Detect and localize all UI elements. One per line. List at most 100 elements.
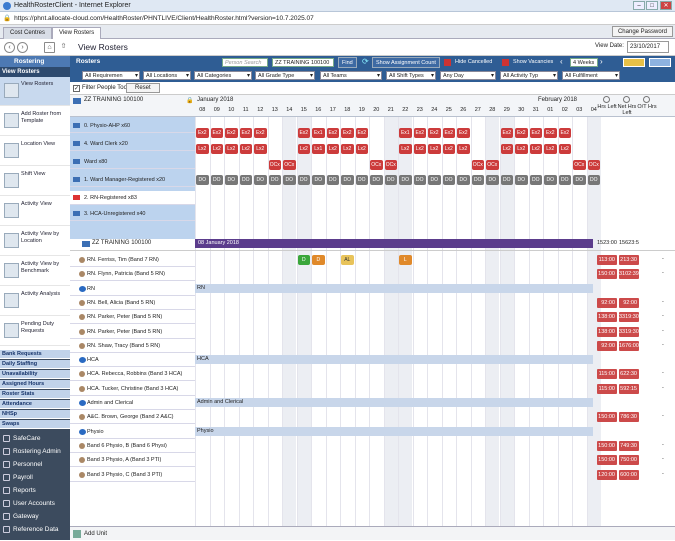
tab-view-rosters[interactable]: View Rosters — [52, 27, 102, 39]
filter-dropdown[interactable]: All Locations — [143, 71, 191, 80]
shift-block[interactable]: DO — [268, 175, 281, 185]
view-date-input[interactable]: 23/10/2017 — [627, 41, 669, 53]
requirement-row[interactable]: 4. Ward Clerk x20 — [70, 137, 195, 151]
shift-block[interactable]: DO — [283, 175, 296, 185]
shift-block[interactable]: Ex2 — [254, 128, 267, 138]
sidebar-link[interactable]: Swaps — [0, 420, 70, 429]
filter-dropdown[interactable]: All Teams — [320, 71, 382, 80]
filter-dropdown[interactable]: All Requiremen — [82, 71, 140, 80]
requirement-row[interactable]: 0. Physio-AHP x60 — [70, 119, 195, 133]
sidebar-header[interactable]: Rostering — [0, 56, 70, 67]
show-vacancies-button[interactable]: Show Vacancies — [513, 59, 554, 65]
shift-block[interactable]: DO — [370, 175, 383, 185]
person-row[interactable]: RN. Bell, Alicia (Band 5 RN) — [70, 296, 195, 310]
maximize-button[interactable]: □ — [646, 1, 658, 10]
shift-block[interactable]: DO — [587, 175, 600, 185]
shift-block[interactable]: Ex2 — [297, 128, 310, 138]
shift-block[interactable]: DO — [515, 175, 528, 185]
shift-block[interactable]: DO — [457, 175, 470, 185]
shift-block[interactable]: Ex2 — [558, 128, 571, 138]
sidebar-item[interactable]: View Rosters — [0, 77, 70, 106]
sidebar-link[interactable]: Unavailability — [0, 370, 70, 379]
shift-block[interactable]: Lx2 — [515, 144, 528, 154]
sidebar-link[interactable]: NHSp — [0, 410, 70, 419]
shift-block[interactable]: DO — [573, 175, 586, 185]
shift-block[interactable]: Lx2 — [210, 144, 223, 154]
add-unit-button[interactable]: Add Unit — [84, 531, 108, 537]
shift-block[interactable]: Ex2 — [457, 128, 470, 138]
shift-block[interactable]: DO — [355, 175, 368, 185]
sidebar-module[interactable]: User Accounts — [0, 497, 70, 510]
shift-block[interactable]: Ex2 — [210, 128, 223, 138]
shift-block[interactable]: Lx2 — [529, 144, 542, 154]
shift-block[interactable]: OCx — [370, 160, 383, 170]
person-row[interactable]: RN. Flynn, Patricia (Band 5 RN) — [70, 267, 195, 282]
grid-options-icon[interactable] — [649, 58, 671, 67]
shift-block[interactable]: Ex2 — [442, 128, 455, 138]
shift-block[interactable]: Ex2 — [341, 128, 354, 138]
shift-block[interactable]: Lx2 — [326, 144, 339, 154]
person-search-input[interactable]: Person Search — [222, 58, 268, 67]
shift-block[interactable]: AL — [341, 255, 354, 265]
shift-block[interactable]: DO — [196, 175, 209, 185]
shift-block[interactable]: OCx — [486, 160, 499, 170]
find-button[interactable]: Find — [338, 57, 357, 68]
sidebar-module[interactable]: Personnel — [0, 458, 70, 471]
requirement-row[interactable]: 3. HCA-Unregistered x40 — [70, 207, 195, 221]
shift-block[interactable]: Ex2 — [515, 128, 528, 138]
shift-block[interactable]: OCx — [587, 160, 600, 170]
person-row[interactable]: Band 3 Physio, C (Band 3 PTI) — [70, 468, 195, 482]
close-button[interactable]: ✕ — [660, 1, 672, 10]
period-select[interactable]: 4 Weeks — [570, 58, 598, 67]
sidebar-link[interactable]: Roster Stats — [0, 390, 70, 399]
sidebar-item[interactable]: Activity View by Location — [0, 227, 70, 256]
shift-block[interactable]: Ex2 — [544, 128, 557, 138]
person-row[interactable]: RN. Parker, Peter (Band 5 RN) — [70, 310, 195, 325]
shift-block[interactable]: DO — [413, 175, 426, 185]
sidebar-module[interactable]: Gateway — [0, 510, 70, 523]
filter-dropdown[interactable]: All Grade Type — [255, 71, 315, 80]
sidebar-item[interactable]: Pending Duty Requests — [0, 317, 70, 346]
shift-block[interactable]: DO — [312, 175, 325, 185]
shift-block[interactable]: Ex2 — [413, 128, 426, 138]
sidebar-module[interactable]: Reports — [0, 484, 70, 497]
shift-block[interactable]: Lx2 — [500, 144, 513, 154]
shift-block[interactable]: Lx2 — [239, 144, 252, 154]
shift-block[interactable]: Ex2 — [529, 128, 542, 138]
sidebar-item[interactable]: Activity View — [0, 197, 70, 226]
shift-block[interactable]: Ex2 — [225, 128, 238, 138]
person-row[interactable]: RN. Ferriss, Tim (Band 7 RN) — [70, 253, 195, 267]
shift-block[interactable]: DO — [225, 175, 238, 185]
filter-people-checkbox[interactable]: ✓ — [73, 85, 80, 92]
change-password-button[interactable]: Change Password — [611, 26, 673, 37]
forward-icon[interactable]: › — [17, 42, 28, 53]
shift-block[interactable]: Ex2 — [428, 128, 441, 138]
shift-block[interactable]: Ex2 — [239, 128, 252, 138]
sidebar-module[interactable]: Payroll — [0, 471, 70, 484]
back-icon[interactable]: ‹ — [4, 42, 15, 53]
shift-block[interactable]: Ex2 — [326, 128, 339, 138]
next-period-icon[interactable]: › — [600, 57, 603, 66]
person-row[interactable]: HCA. Tucker, Christine (Band 3 HCA) — [70, 382, 195, 396]
shift-block[interactable]: Lx2 — [254, 144, 267, 154]
minimize-button[interactable]: – — [633, 1, 645, 10]
person-row[interactable]: Band 3 Physio, A (Band 3 PTI) — [70, 453, 195, 468]
shift-block[interactable]: Lx2 — [196, 144, 209, 154]
sidebar-item[interactable]: Activity Analysis — [0, 287, 70, 316]
shift-block[interactable]: DO — [428, 175, 441, 185]
shift-block[interactable]: Ex2 — [500, 128, 513, 138]
shift-block[interactable]: Ex1 — [312, 128, 325, 138]
shift-block[interactable]: Ex1 — [399, 128, 412, 138]
prev-period-icon[interactable]: ‹ — [560, 57, 563, 66]
shift-block[interactable]: Lx2 — [341, 144, 354, 154]
roster-options-icon[interactable] — [623, 58, 645, 67]
shift-block[interactable]: L — [399, 255, 412, 265]
shift-block[interactable]: Lx2 — [355, 144, 368, 154]
shift-block[interactable]: Lx2 — [413, 144, 426, 154]
sidebar-link[interactable]: Daily Staffing — [0, 360, 70, 369]
reset-button[interactable]: Reset — [126, 83, 160, 93]
shift-block[interactable]: DO — [254, 175, 267, 185]
shift-block[interactable]: OCx — [384, 160, 397, 170]
shift-block[interactable]: DO — [399, 175, 412, 185]
shift-block[interactable]: Lx2 — [442, 144, 455, 154]
